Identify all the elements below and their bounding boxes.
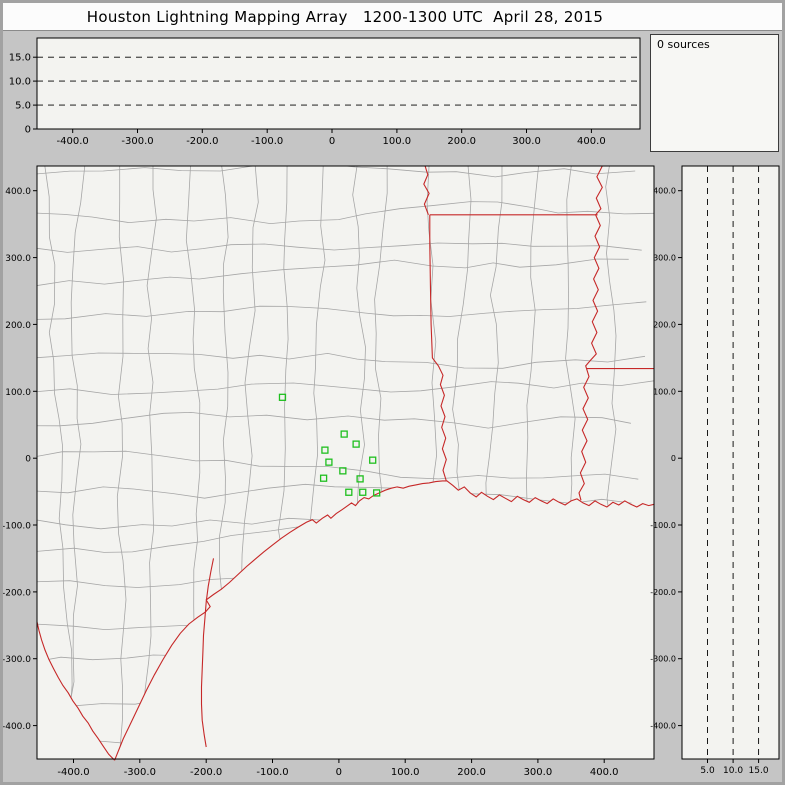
svg-text:15.0: 15.0 <box>749 766 769 776</box>
svg-text:0: 0 <box>25 125 31 136</box>
svg-text:200.0: 200.0 <box>457 767 486 778</box>
svg-text:300.0: 300.0 <box>512 136 541 147</box>
svg-text:200.0: 200.0 <box>5 321 31 331</box>
svg-text:-400.0: -400.0 <box>57 767 89 778</box>
svg-text:-300.0: -300.0 <box>121 136 153 147</box>
svg-text:-300.0: -300.0 <box>124 767 156 778</box>
svg-text:15.0: 15.0 <box>9 53 31 64</box>
svg-text:-100.0: -100.0 <box>251 136 283 147</box>
svg-text:300.0: 300.0 <box>524 767 553 778</box>
svg-text:-400.0: -400.0 <box>57 136 89 147</box>
svg-text:400.0: 400.0 <box>577 136 606 147</box>
svg-text:100.0: 100.0 <box>5 388 31 398</box>
title-bar: Houston Lightning Mapping Array 1200-130… <box>3 3 782 31</box>
altitude-east-west-chart: -400.0 -300.0 -200.0 -100.0 0 100.0 200.0 300.0… <box>9 37 641 147</box>
sources-count-label: 0 sources <box>657 38 710 51</box>
svg-text:400.0: 400.0 <box>590 767 619 778</box>
svg-text:200.0: 200.0 <box>447 136 476 147</box>
svg-text:100.0: 100.0 <box>383 136 412 147</box>
svg-text:-200.0: -200.0 <box>186 136 218 147</box>
svg-text:-100.0: -100.0 <box>3 522 31 532</box>
page-title: Houston Lightning Mapping Array 1200-130… <box>86 7 604 26</box>
altitude-north-south-chart: 5.0 10.0 15.0 400.0 300.0 200.0 100.0 0 -100.0 -2… <box>650 165 780 776</box>
svg-text:10.0: 10.0 <box>9 77 31 88</box>
svg-text:-100.0: -100.0 <box>650 521 676 530</box>
svg-text:100.0: 100.0 <box>653 387 676 396</box>
svg-text:200.0: 200.0 <box>653 320 676 329</box>
plan-view-map: -400.0 -300.0 -200.0 -100.0 0 100.0 200.0 300.0… <box>3 165 655 778</box>
svg-text:300.0: 300.0 <box>653 254 676 263</box>
svg-text:400.0: 400.0 <box>653 187 676 196</box>
svg-text:-100.0: -100.0 <box>256 767 288 778</box>
svg-text:-300.0: -300.0 <box>3 655 31 665</box>
svg-text:0: 0 <box>336 767 342 778</box>
svg-text:5.0: 5.0 <box>700 766 715 776</box>
svg-text:-200.0: -200.0 <box>650 588 676 597</box>
svg-text:400.0: 400.0 <box>5 187 31 197</box>
svg-text:100.0: 100.0 <box>391 767 420 778</box>
svg-text:0: 0 <box>329 136 335 147</box>
svg-text:-200.0: -200.0 <box>3 588 31 598</box>
svg-text:10.0: 10.0 <box>723 766 743 776</box>
sources-count-panel: 0 sources <box>650 34 779 152</box>
svg-text:-400.0: -400.0 <box>650 722 676 731</box>
svg-text:-200.0: -200.0 <box>190 767 222 778</box>
svg-text:0: 0 <box>25 455 31 465</box>
svg-text:5.0: 5.0 <box>15 101 31 112</box>
svg-text:300.0: 300.0 <box>5 254 31 264</box>
svg-text:0: 0 <box>671 454 676 463</box>
svg-text:-400.0: -400.0 <box>3 722 31 732</box>
svg-text:-300.0: -300.0 <box>650 655 676 664</box>
